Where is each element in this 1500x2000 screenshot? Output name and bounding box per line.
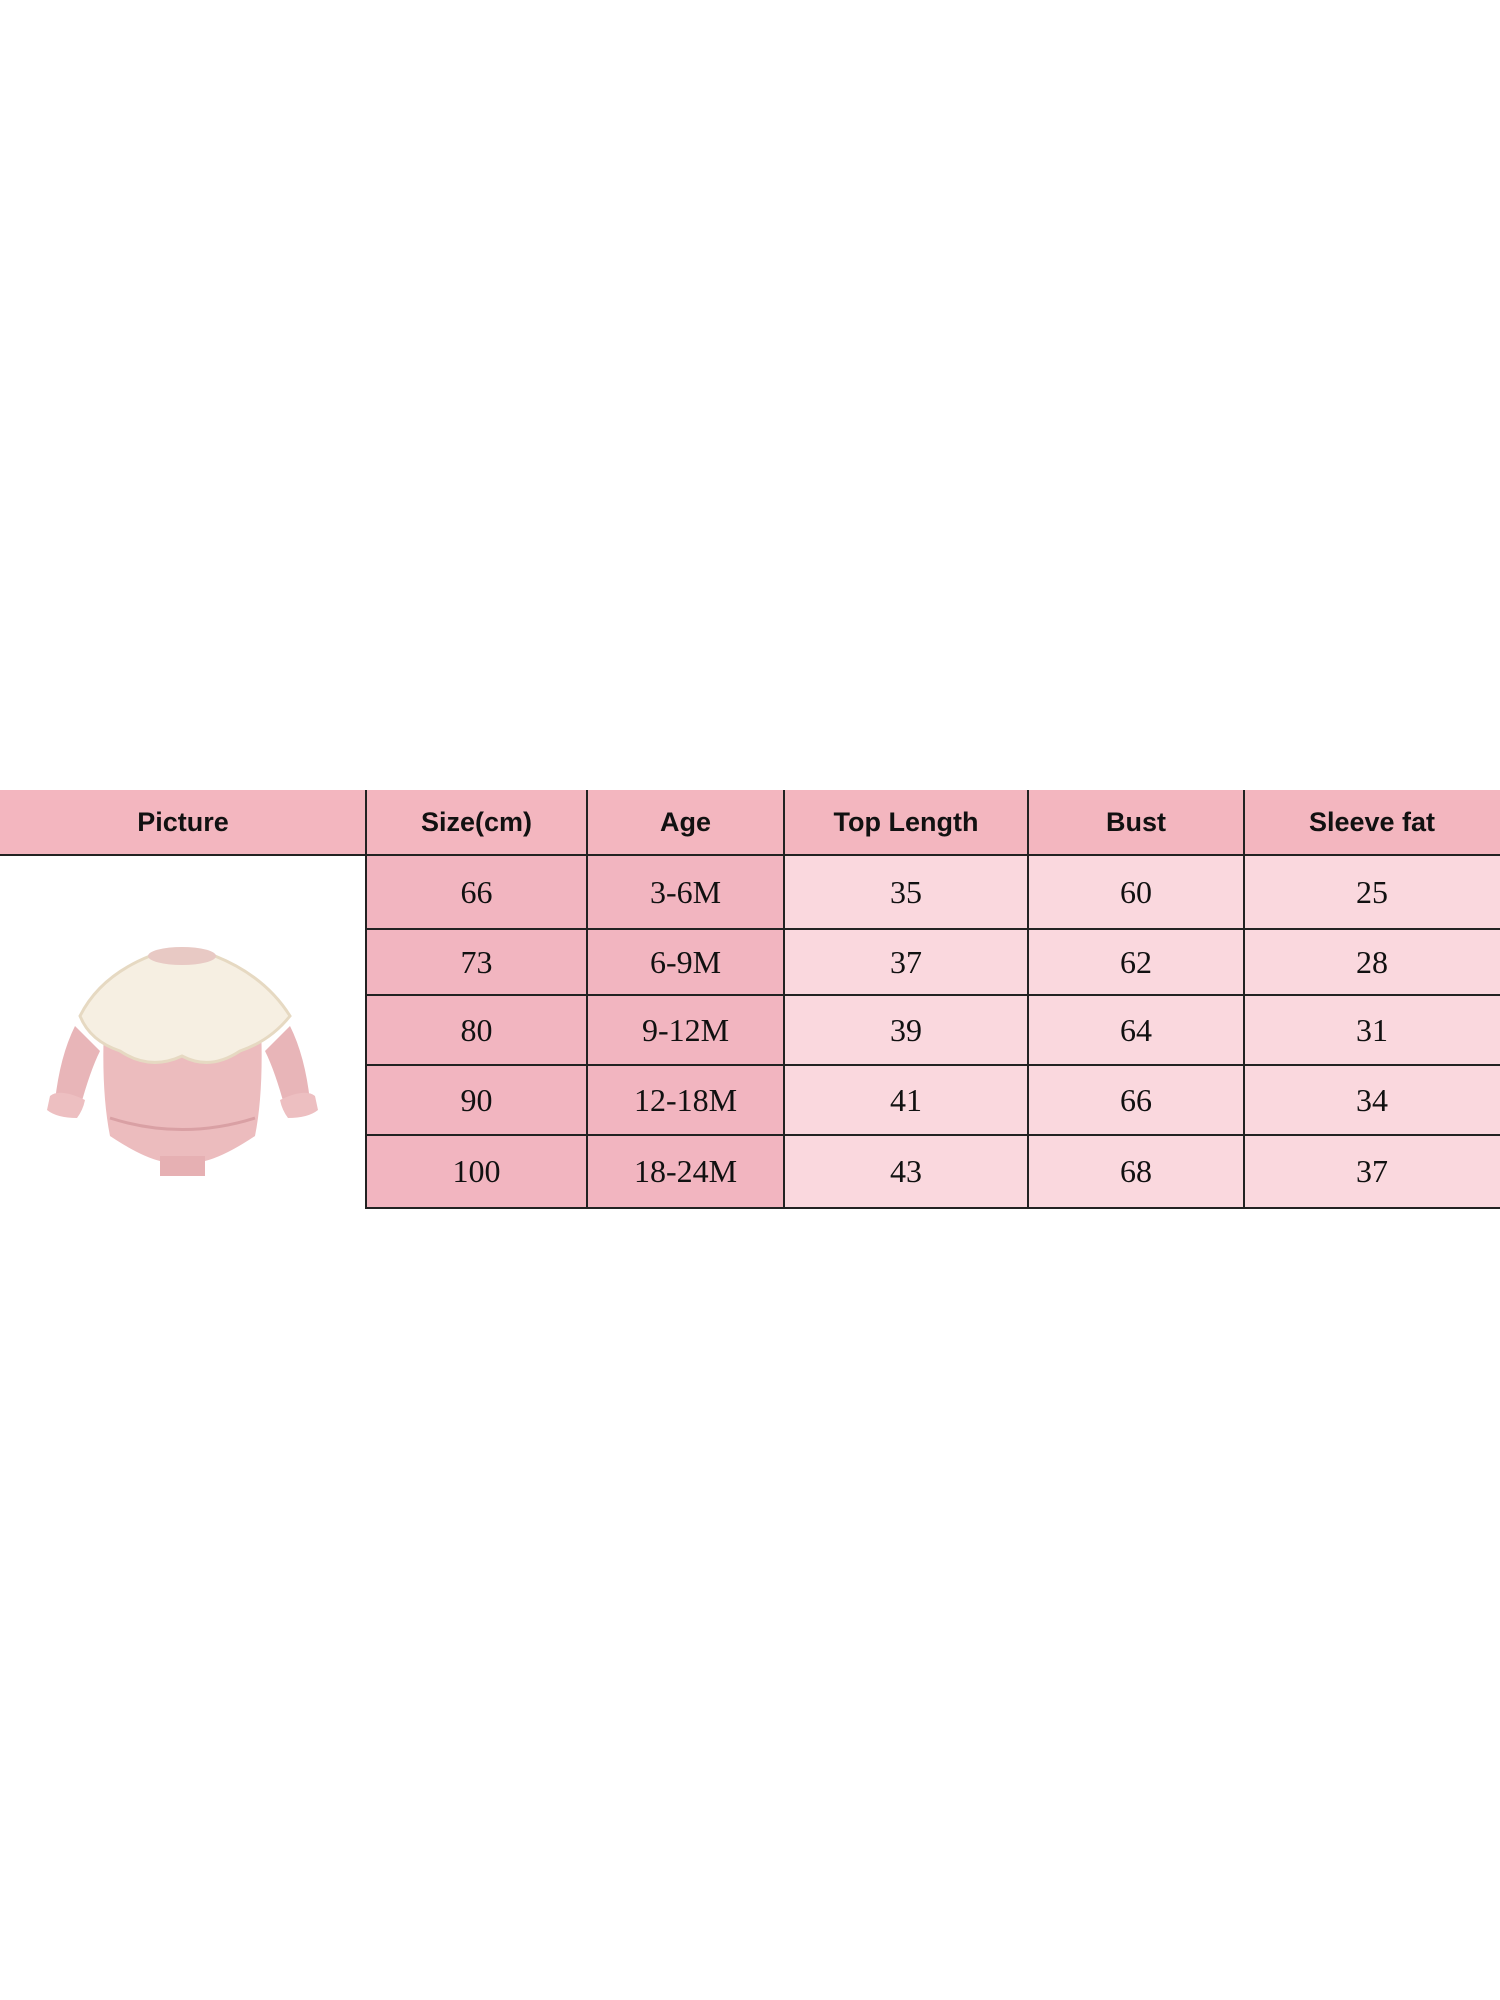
table-cell: 35 xyxy=(784,855,1028,929)
table-cell: 73 xyxy=(366,929,587,995)
header-cell: Bust xyxy=(1028,790,1244,855)
table-cell: 80 xyxy=(366,995,587,1065)
column-divider xyxy=(586,790,588,1209)
table-cell: 68 xyxy=(1028,1135,1244,1208)
table-cell: 34 xyxy=(1244,1065,1500,1135)
table-cell: 90 xyxy=(366,1065,587,1135)
row-divider xyxy=(0,854,1500,856)
table-cell: 6-9M xyxy=(587,929,784,995)
table-cell: 60 xyxy=(1028,855,1244,929)
table-cell: 37 xyxy=(1244,1135,1500,1208)
header-cell: Age xyxy=(587,790,784,855)
row-divider xyxy=(366,928,1500,930)
table-cell: 12-18M xyxy=(587,1065,784,1135)
column-divider xyxy=(1243,790,1245,1209)
product-picture xyxy=(0,856,365,1208)
table-cell: 28 xyxy=(1244,929,1500,995)
table-cell: 100 xyxy=(366,1135,587,1208)
table-cell: 3-6M xyxy=(587,855,784,929)
column-divider xyxy=(1027,790,1029,1209)
row-divider xyxy=(366,1134,1500,1136)
table-cell: 9-12M xyxy=(587,995,784,1065)
row-divider xyxy=(366,1207,1500,1209)
table-cell: 41 xyxy=(784,1065,1028,1135)
header-cell: Sleeve fat xyxy=(1244,790,1500,855)
baby-romper-icon xyxy=(47,947,318,1176)
header-cell: Picture xyxy=(0,790,366,855)
header-cell: Top Length xyxy=(784,790,1028,855)
size-chart-table: Picture Size(cm) Age Top Length Bust Sleeve f… xyxy=(0,790,1500,1209)
column-divider xyxy=(783,790,785,1209)
table-cell: 64 xyxy=(1028,995,1244,1065)
table-cell: 37 xyxy=(784,929,1028,995)
table-cell: 25 xyxy=(1244,855,1500,929)
table-cell: 39 xyxy=(784,995,1028,1065)
table-cell: 66 xyxy=(1028,1065,1244,1135)
table-cell: 31 xyxy=(1244,995,1500,1065)
header-cell: Size(cm) xyxy=(366,790,587,855)
table-cell: 18-24M xyxy=(587,1135,784,1208)
row-divider xyxy=(366,994,1500,996)
row-divider xyxy=(366,1064,1500,1066)
column-divider xyxy=(365,790,367,1209)
table-cell: 43 xyxy=(784,1135,1028,1208)
table-cell: 62 xyxy=(1028,929,1244,995)
table-cell: 66 xyxy=(366,855,587,929)
